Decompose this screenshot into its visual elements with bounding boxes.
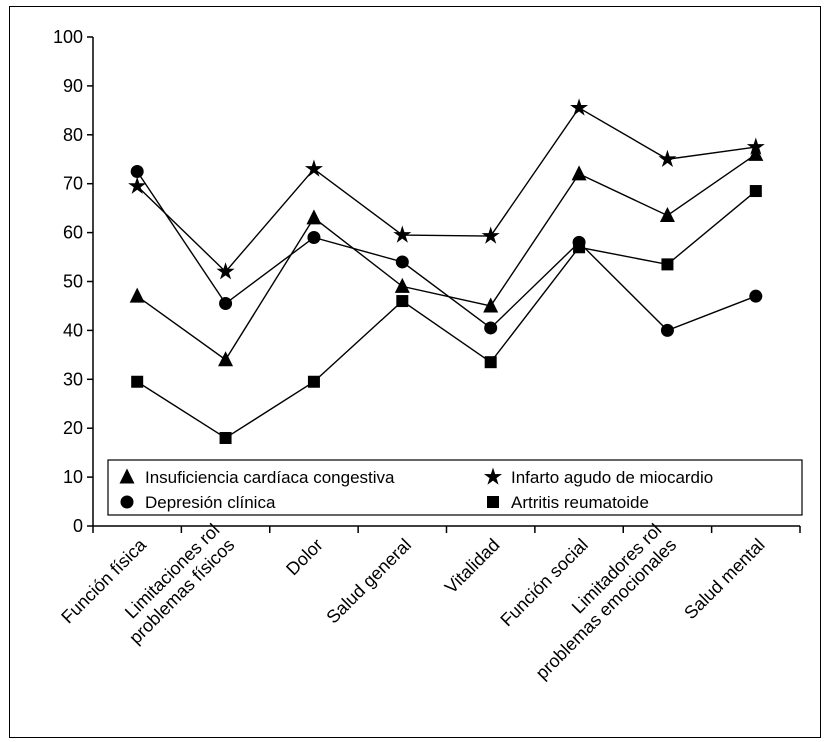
x-tick-label: Salud general — [322, 535, 415, 628]
data-point-star — [216, 262, 235, 280]
data-point-star — [128, 176, 147, 194]
data-point-circle — [749, 289, 763, 303]
legend-label: Infarto agudo de miocardio — [511, 468, 713, 487]
data-point-triangle — [571, 165, 587, 181]
series-line — [136, 190, 757, 439]
legend-marker-square — [487, 496, 499, 508]
series-markers — [128, 98, 765, 444]
data-point-triangle — [306, 209, 322, 225]
x-tick-label-group: Función social — [496, 535, 592, 631]
data-point-star — [746, 137, 765, 155]
data-point-square — [396, 295, 409, 308]
data-point-triangle — [659, 206, 675, 222]
data-point-circle — [219, 297, 233, 311]
data-point-square — [307, 375, 320, 388]
x-tick-label: Dolor — [282, 535, 327, 580]
legend: Insuficiencia cardíaca congestiva Infarto… — [107, 459, 803, 516]
x-tick-label: Salud mental — [680, 535, 768, 623]
data-point-star — [658, 149, 677, 167]
y-tick-label: 30 — [63, 369, 83, 389]
y-tick-label: 60 — [63, 223, 83, 243]
data-point-square — [749, 185, 762, 198]
y-tick-label: 70 — [63, 174, 83, 194]
data-point-triangle — [483, 297, 499, 313]
y-tick-label: 0 — [73, 516, 83, 536]
data-point-star — [304, 159, 323, 177]
data-point-square — [484, 356, 497, 369]
x-tick-label-group: Salud mental — [680, 535, 768, 623]
x-tick-label: Vitalidad — [441, 535, 504, 598]
series-line — [136, 171, 757, 332]
data-point-square — [219, 431, 232, 444]
data-point-triangle — [129, 287, 145, 303]
data-point-triangle — [218, 351, 234, 367]
x-tick-label: Función social — [496, 535, 592, 631]
data-point-square — [131, 375, 144, 388]
legend-marker-circle — [120, 495, 134, 509]
legend-label: Insuficiencia cardíaca congestiva — [145, 468, 395, 487]
series-lines — [136, 106, 757, 439]
y-tick-label: 50 — [63, 272, 83, 292]
y-tick-label: 10 — [63, 467, 83, 487]
y-tick-label: 40 — [63, 320, 83, 340]
legend-box — [107, 459, 803, 516]
x-tick-label-group: Vitalidad — [441, 535, 504, 598]
legend-marker-star — [483, 467, 503, 485]
data-point-circle — [660, 323, 674, 337]
y-tick-label: 90 — [63, 76, 83, 96]
data-point-circle — [395, 255, 409, 269]
data-point-square — [661, 258, 674, 271]
data-point-triangle — [748, 145, 764, 161]
legend-label: Artritis reumatoide — [511, 493, 649, 512]
series-line — [136, 106, 756, 273]
data-point-triangle — [394, 277, 410, 293]
data-point-star — [393, 225, 412, 243]
data-point-circle — [307, 230, 321, 244]
y-tick-label: 80 — [63, 125, 83, 145]
legend-marker-triangle — [119, 468, 135, 484]
y-tick-label: 100 — [53, 27, 83, 47]
data-point-star — [481, 226, 500, 244]
data-point-star — [570, 98, 589, 116]
chart-frame — [9, 6, 821, 738]
series-line — [136, 153, 757, 361]
data-point-circle — [130, 164, 144, 178]
data-point-circle — [484, 321, 498, 335]
y-tick-label: 20 — [63, 418, 83, 438]
x-tick-label: problemas emocionales — [532, 535, 681, 684]
legend-label: Depresión clínica — [145, 493, 276, 512]
x-tick-label-group: Salud general — [322, 535, 415, 628]
x-tick-label-group: Dolor — [282, 535, 327, 580]
data-point-square — [573, 241, 586, 254]
